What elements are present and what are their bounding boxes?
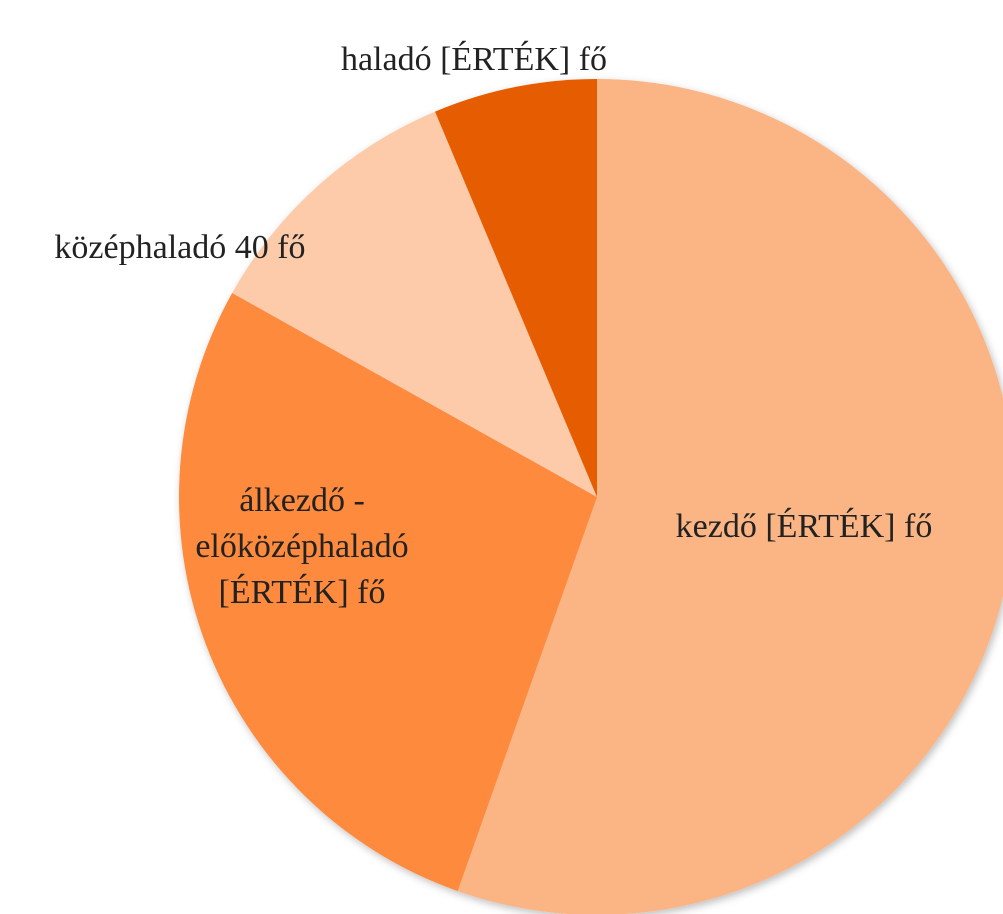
pie-slice (179, 293, 597, 892)
data-label: kezdő [ÉRTÉK] fő (675, 508, 933, 545)
data-label: középhaladó 40 fő (54, 229, 306, 266)
pie (179, 79, 1003, 914)
data-label: álkezdő - előközéphaladó [ÉRTÉK] fő (195, 482, 409, 611)
pie-slice (232, 111, 597, 497)
data-label: haladó [ÉRTÉK] fő (340, 41, 608, 78)
pie-slice (457, 79, 1003, 914)
pie-slice (435, 79, 597, 497)
